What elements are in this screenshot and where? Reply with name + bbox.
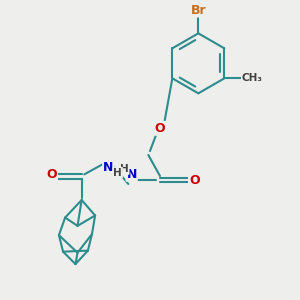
Text: N: N <box>127 168 137 181</box>
Text: O: O <box>155 122 165 135</box>
Text: O: O <box>46 168 57 181</box>
Text: Br: Br <box>190 4 206 16</box>
Text: H: H <box>120 164 129 174</box>
Text: N: N <box>103 161 113 174</box>
Text: O: O <box>189 173 200 187</box>
Text: CH₃: CH₃ <box>242 73 263 83</box>
Text: H: H <box>113 168 122 178</box>
